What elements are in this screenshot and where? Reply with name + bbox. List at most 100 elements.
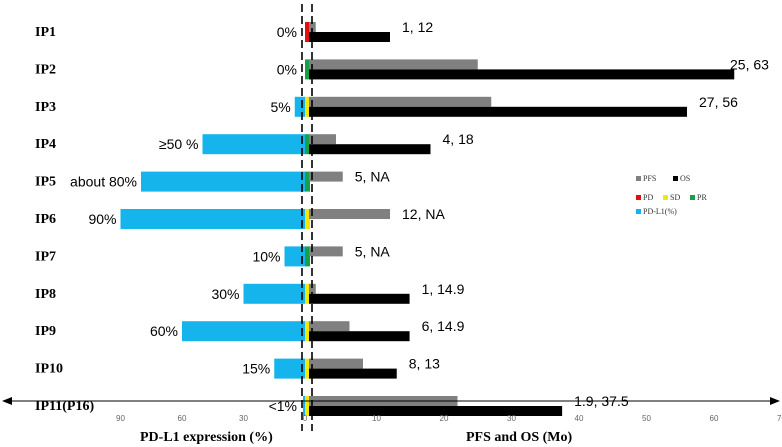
row-ip4-pdl1-bar [202,134,305,155]
row-ip9-pfs-bar [309,321,350,332]
row-ip8-pdl1-bar [243,283,305,304]
row-ip6-pfs-bar [309,209,390,219]
row-ip8-pdl1-label: 30% [211,286,239,302]
right-tick-label: 40 [575,414,584,423]
row-ip9-annotation: 6, 14.9 [422,318,465,334]
labels-layer: 0% 1, 12 IP1 0% 25, 63 IP2 5% 27, 56 IP3 ≥50 % 4, … [35,19,769,414]
row-ip9-label: IP9 [35,324,56,339]
axis-layer: 90 60 30 0 10 20 30 40 50 60 70 [2,4,782,431]
row-ip8-label: IP8 [35,287,56,302]
right-tick-label: 70 [777,414,782,423]
row-ip7-pfs-bar [309,246,343,257]
row-ip7-annotation: 5, NA [355,243,391,259]
row-ip1-pfs-bar [309,22,316,32]
legend-swatch-pfs [636,176,641,181]
row-ip10-pfs-bar [309,358,363,369]
row-ip1-os-bar [309,32,390,42]
row-ip8-annotation: 1, 14.9 [422,281,465,297]
right-tick-label: 10 [372,414,381,423]
row-ip10-annotation: 8, 13 [409,356,440,372]
legend-swatch-pdl1 [636,209,641,214]
row-ip10-response-marker [305,358,310,379]
row-ip4-pfs-bar [309,134,336,145]
legend: PFS OS PD SD PR PD-L1(%) [636,174,707,216]
legend-swatch-pd [636,195,641,200]
x-axis-right-arrow [770,397,780,405]
left-tick-label: 0 [303,414,308,423]
row-ip5-pdl1-label: about 80% [70,174,137,190]
right-tick-label: 50 [642,414,651,423]
row-ip2-os-bar [309,69,735,80]
row-ip10-os-bar [309,368,397,379]
row-ip10-pdl1-bar [274,358,305,379]
row-ip5-label: IP5 [35,175,56,190]
row-ip11-p16--os-bar [309,406,563,416]
row-ip3-os-bar [309,106,687,117]
row-ip9-response-marker [305,321,310,342]
row-ip1-pdl1-label: 0% [277,24,297,40]
row-ip3-annotation: 27, 56 [699,94,738,110]
row-ip2-label: IP2 [35,62,56,77]
row-ip5-annotation: 5, NA [355,169,391,185]
row-ip2-pdl1-label: 0% [277,61,297,77]
row-ip5-pdl1-bar [141,171,305,192]
legend-label-os: OS [680,174,690,183]
row-ip11-p16--label: IP11(P16) [35,399,94,414]
row-ip8-pfs-bar [309,283,316,294]
legend-swatch-pr [690,195,695,200]
row-ip4-label: IP4 [35,137,56,152]
left-tick-label: 90 [116,414,125,423]
legend-label-pdl1: PD-L1(%) [643,207,677,216]
row-ip2-response-marker [305,59,310,80]
row-ip9-os-bar [309,331,410,342]
row-ip6-pdl1-label: 90% [88,211,116,227]
row-ip10-label: IP10 [35,362,63,377]
row-ip3-pdl1-bar [294,96,305,117]
row-ip3-pdl1-label: 5% [271,99,291,115]
row-ip6-label: IP6 [35,212,56,227]
row-ip8-response-marker [305,283,310,304]
row-ip8-os-bar [309,293,410,304]
row-ip6-annotation: 12, NA [402,206,445,222]
row-ip3-response-marker [305,96,310,117]
row-ip2-pfs-bar [309,59,478,70]
legend-swatch-sd [663,195,668,200]
row-ip7-response-marker [305,246,310,267]
row-ip6-response-marker [305,209,310,229]
row-ip7-pdl1-label: 10% [252,248,280,264]
row-ip4-pdl1-label: ≥50 % [159,136,199,152]
legend-label-pr: PR [697,193,707,202]
x-axis-left-arrow [2,397,12,405]
left-tick-label: 30 [239,414,248,423]
right-tick-label: 20 [440,414,449,423]
row-ip3-label: IP3 [35,100,56,115]
legend-label-pfs: PFS [643,174,656,183]
legend-label-sd: SD [670,193,680,202]
row-ip11-p16--response-marker [305,396,310,416]
row-ip3-pfs-bar [309,96,492,107]
row-ip4-os-bar [309,144,431,155]
row-ip4-response-marker [305,134,310,155]
row-ip10-pdl1-label: 15% [242,361,270,377]
row-ip9-pdl1-label: 60% [150,323,178,339]
legend-label-pd: PD [643,193,653,202]
row-ip1-label: IP1 [35,25,56,40]
left-axis-title: PD-L1 expression (%) [140,430,273,445]
legend-swatch-os [673,176,678,181]
row-ip1-annotation: 1, 12 [402,19,433,35]
left-tick-label: 60 [178,414,187,423]
right-tick-label: 30 [507,414,516,423]
row-ip4-annotation: 4, 18 [443,131,474,147]
row-ip5-pfs-bar [309,171,343,182]
row-ip1-response-marker [305,22,310,42]
row-ip7-pdl1-bar [284,246,305,267]
row-ip6-pdl1-bar [120,209,305,229]
row-ip11-p16--pdl1-bar [302,396,305,416]
row-ip9-pdl1-bar [182,321,305,342]
right-axis-title: PFS and OS (Mo) [466,430,573,445]
right-tick-label: 60 [710,414,719,423]
row-ip11-p16--pdl1-label: <1% [269,398,297,414]
row-ip2-annotation: 25, 63 [730,56,769,72]
row-ip7-label: IP7 [35,249,56,264]
